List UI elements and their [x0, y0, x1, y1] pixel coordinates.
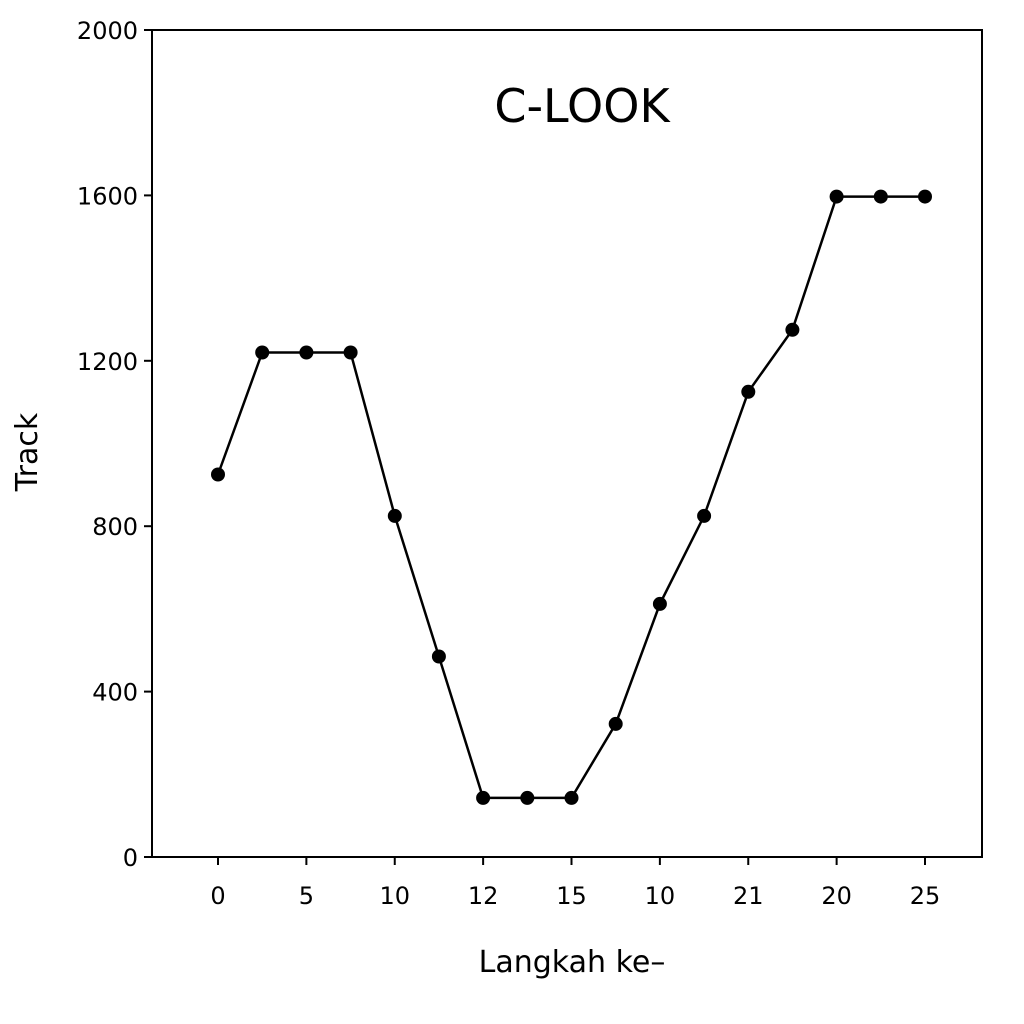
y-tick-label: 2000 — [77, 17, 138, 45]
data-point — [741, 384, 756, 399]
data-point — [873, 189, 888, 204]
data-point — [255, 345, 270, 360]
data-point — [299, 345, 314, 360]
data-point — [431, 649, 446, 664]
chart-title: C-LOOK — [494, 79, 671, 133]
y-tick-label: 800 — [92, 513, 138, 541]
series-markers — [211, 189, 932, 805]
x-tick-label: 12 — [468, 882, 499, 910]
x-tick-label: 0 — [210, 882, 225, 910]
data-point — [829, 189, 844, 204]
x-tick-label: 15 — [556, 882, 587, 910]
x-axis-label: Langkah ke– — [479, 945, 666, 980]
y-tick-label: 0 — [123, 844, 138, 872]
y-tick-label: 400 — [92, 679, 138, 707]
data-point — [564, 790, 579, 805]
x-axis-ticks: 0 5 10 12 15 10 21 20 25 — [210, 857, 940, 910]
x-tick-label: 10 — [645, 882, 676, 910]
x-tick-label: 5 — [299, 882, 314, 910]
x-tick-label: 20 — [821, 882, 852, 910]
data-point — [387, 508, 402, 523]
data-point — [520, 790, 535, 805]
y-axis-label: Track — [10, 412, 45, 492]
data-point — [697, 508, 712, 523]
data-point — [652, 596, 667, 611]
y-tick-label: 1600 — [77, 182, 138, 210]
x-tick-label: 25 — [910, 882, 941, 910]
x-tick-label: 21 — [733, 882, 764, 910]
y-axis-ticks: 0 400 800 1200 1600 2000 — [77, 17, 152, 872]
data-point — [608, 716, 623, 731]
series-line — [216, 195, 925, 800]
x-tick-label: 10 — [379, 882, 410, 910]
data-point — [211, 467, 225, 482]
data-point — [785, 322, 800, 337]
data-point — [343, 345, 358, 360]
data-point — [476, 790, 491, 805]
plot-frame — [151, 29, 983, 858]
data-point — [918, 189, 932, 204]
y-tick-label: 1200 — [77, 348, 138, 376]
